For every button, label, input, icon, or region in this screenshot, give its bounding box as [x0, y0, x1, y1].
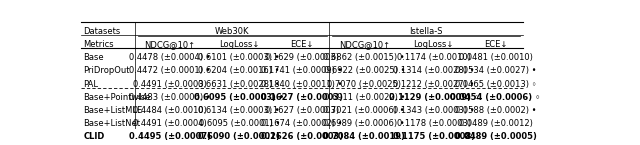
- Text: 0.7021 (±0.0006) •: 0.7021 (±0.0006) •: [323, 106, 405, 115]
- Text: 0.4472 (±0.0001) •: 0.4472 (±0.0001) •: [129, 66, 211, 75]
- Text: 0.1174 (±0.0010): 0.1174 (±0.0010): [397, 53, 470, 62]
- Text: Base+ListNet: Base+ListNet: [83, 119, 140, 128]
- Text: 0.1314 (±0.0028) •: 0.1314 (±0.0028) •: [393, 66, 474, 75]
- Text: Base+ListMLE: Base+ListMLE: [83, 106, 143, 115]
- Text: 0.6631 (±0.0028) •: 0.6631 (±0.0028) •: [198, 80, 280, 89]
- Text: Datasets: Datasets: [83, 27, 121, 36]
- Text: Base: Base: [83, 53, 104, 62]
- Text: 0.1627 (±0.0003): 0.1627 (±0.0003): [265, 106, 339, 115]
- Text: 0.0465 (±0.0013) ◦: 0.0465 (±0.0013) ◦: [455, 80, 536, 89]
- Text: 0.6090 (±0.0002): 0.6090 (±0.0002): [198, 132, 280, 141]
- Text: 0.1741 (±0.0009) •: 0.1741 (±0.0009) •: [261, 66, 342, 75]
- Text: 0.6204 (±0.0016) •: 0.6204 (±0.0016) •: [198, 66, 280, 75]
- Text: 0.0489 (±0.0012): 0.0489 (±0.0012): [459, 119, 532, 128]
- Text: 0.7070 (±0.0025): 0.7070 (±0.0025): [327, 80, 401, 89]
- Text: 0.4484 (±0.0010): 0.4484 (±0.0010): [133, 106, 207, 115]
- Text: 0.6862 (±0.0015) •: 0.6862 (±0.0015) •: [323, 53, 405, 62]
- Text: Istella-S: Istella-S: [410, 27, 443, 36]
- Text: 0.1212 (±0.0027) •: 0.1212 (±0.0027) •: [393, 80, 474, 89]
- Text: 0.4483 (±0.0006) •: 0.4483 (±0.0006) •: [129, 93, 211, 102]
- Text: 0.1178 (±0.0003): 0.1178 (±0.0003): [397, 119, 470, 128]
- Text: NDCG@10↑: NDCG@10↑: [339, 40, 390, 49]
- Text: PAL: PAL: [83, 80, 99, 89]
- Text: PriDropOut: PriDropOut: [83, 66, 130, 75]
- Text: 0.0588 (±0.0002) •: 0.0588 (±0.0002) •: [455, 106, 536, 115]
- Text: 0.4491 (±0.0004): 0.4491 (±0.0004): [133, 119, 207, 128]
- Text: 0.1343 (±0.0003) •: 0.1343 (±0.0003) •: [393, 106, 474, 115]
- Text: CLID: CLID: [83, 132, 105, 141]
- Text: Metrics: Metrics: [83, 40, 114, 49]
- Text: ECE↓: ECE↓: [484, 40, 508, 49]
- Text: 0.6134 (±0.0003) •: 0.6134 (±0.0003) •: [198, 106, 280, 115]
- Text: 0.1840 (±0.0011) •: 0.1840 (±0.0011) •: [261, 80, 342, 89]
- Text: Base+Pointwise: Base+Pointwise: [83, 93, 151, 102]
- Text: 0.1626 (±0.0003): 0.1626 (±0.0003): [260, 132, 343, 141]
- Text: 0.6095 (±0.0001) •: 0.6095 (±0.0001) •: [198, 119, 280, 128]
- Text: 0.0454 (±0.0006) ◦: 0.0454 (±0.0006) ◦: [451, 93, 541, 102]
- Text: 0.6101 (±0.0003) •: 0.6101 (±0.0003) •: [198, 53, 280, 62]
- Text: 0.6989 (±0.0006) •: 0.6989 (±0.0006) •: [323, 119, 405, 128]
- Text: 0.1674 (±0.0002) •: 0.1674 (±0.0002) •: [261, 119, 342, 128]
- Text: 0.1629 (±0.0003): 0.1629 (±0.0003): [265, 53, 339, 62]
- Text: LogLoss↓: LogLoss↓: [413, 40, 454, 49]
- Text: 0.4495 (±0.0007): 0.4495 (±0.0007): [129, 132, 211, 141]
- Text: 0.1175 (±0.0008): 0.1175 (±0.0008): [393, 132, 475, 141]
- Text: NDCG@10↑: NDCG@10↑: [144, 40, 195, 49]
- Text: 0.4491 (±0.0003): 0.4491 (±0.0003): [133, 80, 207, 89]
- Text: 0.6095 (±0.0003) •: 0.6095 (±0.0003) •: [194, 93, 284, 102]
- Text: 0.0481 (±0.0010): 0.0481 (±0.0010): [459, 53, 532, 62]
- Text: 0.6911 (±0.0022) •: 0.6911 (±0.0022) •: [324, 93, 405, 102]
- Text: 0.7084 (±0.0019): 0.7084 (±0.0019): [323, 132, 405, 141]
- Text: Web30K: Web30K: [215, 27, 250, 36]
- Text: 0.1627 (±0.0003): 0.1627 (±0.0003): [260, 93, 342, 102]
- Text: 0.6922 (±0.0025) •: 0.6922 (±0.0025) •: [324, 66, 405, 75]
- Text: LogLoss↓: LogLoss↓: [219, 40, 259, 49]
- Text: 0.0489 (±0.0005): 0.0489 (±0.0005): [454, 132, 536, 141]
- Text: ECE↓: ECE↓: [290, 40, 314, 49]
- Text: 0.1129 (±0.0009) ◦: 0.1129 (±0.0009) ◦: [388, 93, 479, 102]
- Text: 0.0534 (±0.0027) •: 0.0534 (±0.0027) •: [455, 66, 536, 75]
- Text: 0.4478 (±0.0004) •: 0.4478 (±0.0004) •: [129, 53, 211, 62]
